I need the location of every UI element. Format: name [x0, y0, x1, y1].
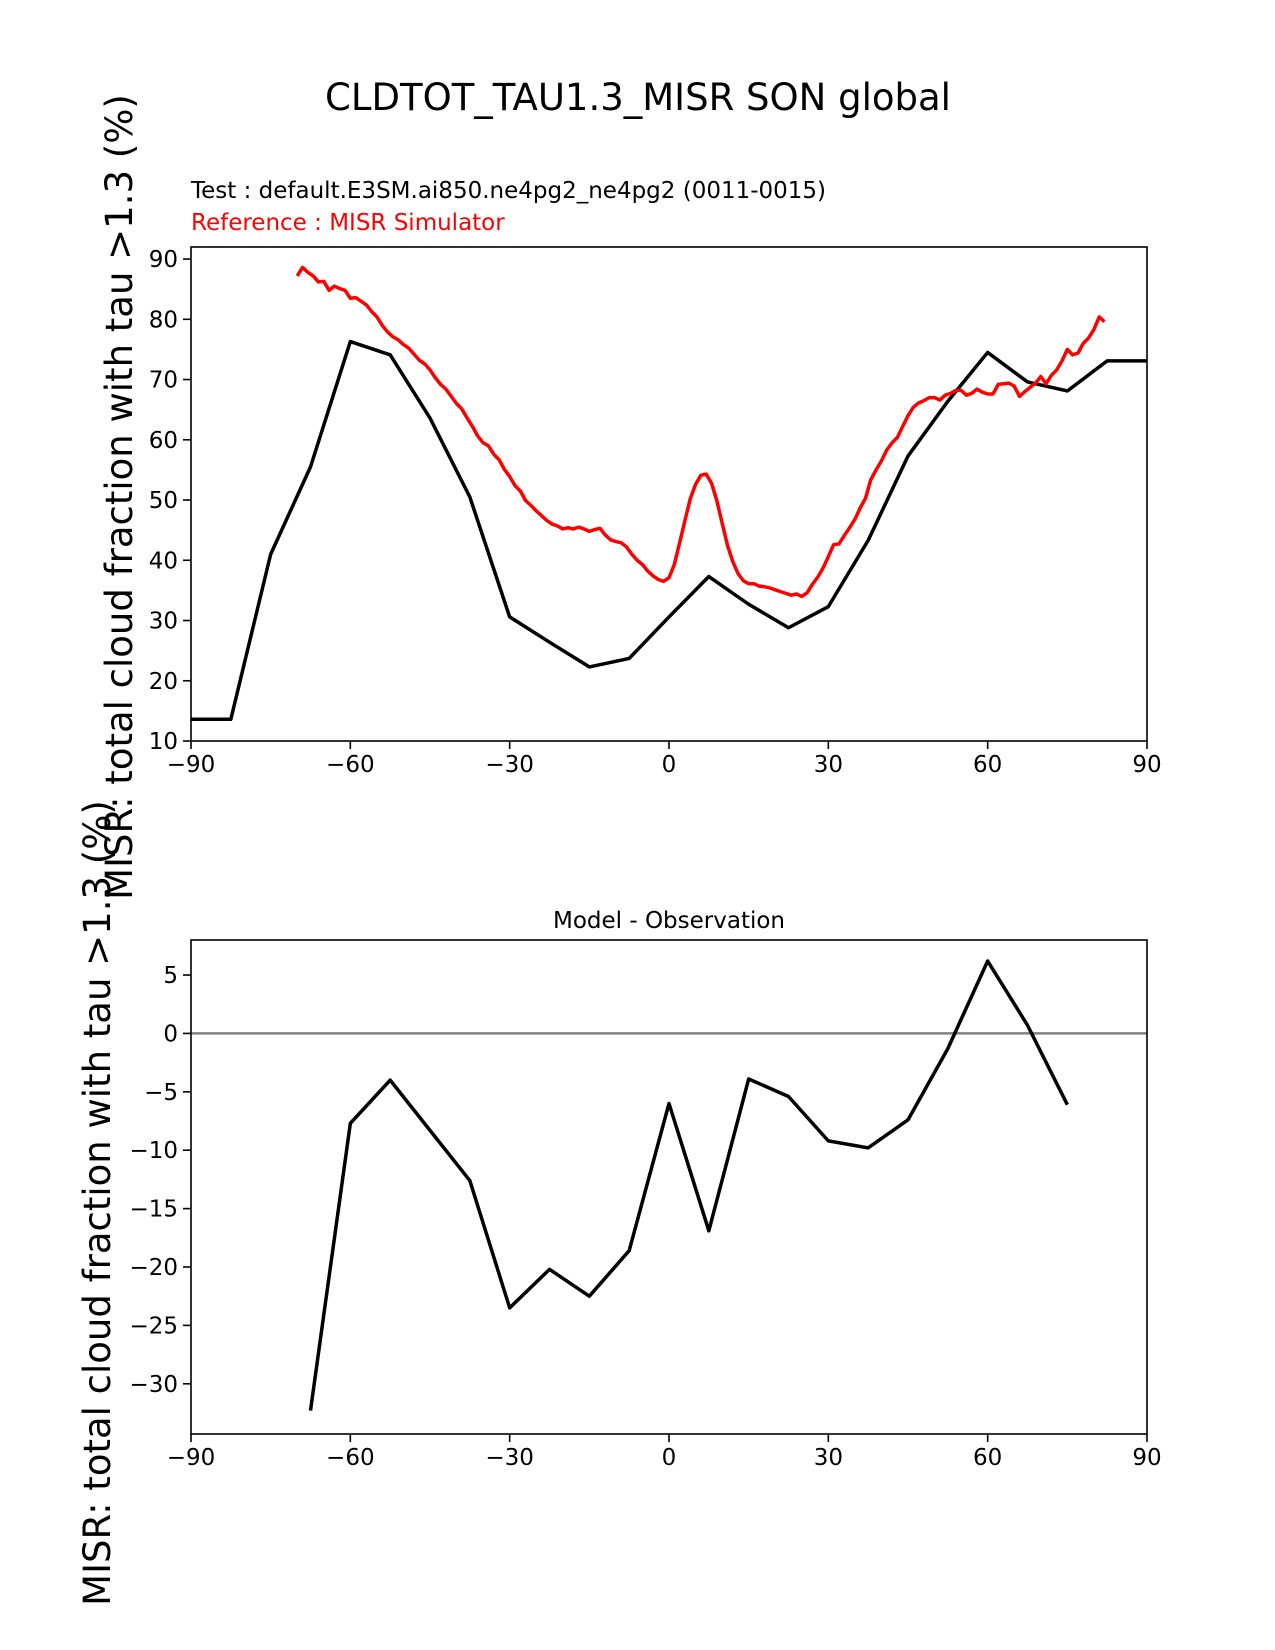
top-ylabel: MISR: total cloud fraction with tau >1.3… — [98, 94, 141, 900]
top-xtick-label: −30 — [485, 752, 534, 778]
top-ytick-label: 60 — [149, 428, 178, 454]
top-ytick-label: 20 — [149, 669, 178, 695]
top-series-test-line — [191, 339, 1147, 722]
bottom-ytick-label: −20 — [129, 1255, 178, 1281]
top-plot: −90 −60 −30 0 30 60 90 10 20 30 40 50 60 70 80 90 — [149, 246, 1162, 778]
test-label: Test : default.E3SM.ai850.ne4pg2_ne4pg2 … — [190, 178, 826, 204]
top-ytick-label: 10 — [149, 729, 178, 755]
bottom-series-difference-line — [308, 959, 1069, 1411]
top-xtick-label: 0 — [662, 752, 677, 778]
top-xtick-label: 60 — [973, 752, 1002, 778]
bottom-xtick-label: 30 — [814, 1445, 843, 1471]
bottom-xtick-label: −30 — [485, 1445, 534, 1471]
top-xtick-label: −90 — [167, 752, 216, 778]
top-series-reference-line — [295, 265, 1106, 599]
bottom-ytick-label: 5 — [163, 963, 178, 989]
top-xtick-label: −60 — [326, 752, 375, 778]
bottom-xtick-label: −60 — [326, 1445, 375, 1471]
bottom-xtick-label: 90 — [1132, 1445, 1161, 1471]
bottom-ytick-label: 0 — [163, 1021, 178, 1047]
top-ytick-label: 80 — [149, 307, 178, 333]
bottom-ytick-label: −5 — [144, 1080, 178, 1106]
bottom-ytick-label: −25 — [129, 1313, 178, 1339]
bottom-title: Model - Observation — [553, 908, 785, 934]
top-ytick-label: 50 — [149, 488, 178, 514]
top-xtick-label: 90 — [1132, 752, 1161, 778]
top-ytick-label: 40 — [149, 548, 178, 574]
bottom-xtick-label: −90 — [167, 1445, 216, 1471]
top-ytick-label: 90 — [149, 247, 178, 273]
figure-title: CLDTOT_TAU1.3_MISR SON global — [325, 76, 951, 119]
bottom-ytick-label: −30 — [129, 1372, 178, 1398]
top-ytick-label: 30 — [149, 609, 178, 635]
top-xtick-label: 30 — [814, 752, 843, 778]
bottom-ytick-label: −10 — [129, 1138, 178, 1164]
top-ytick-label: 70 — [149, 368, 178, 394]
bottom-xtick-label: 60 — [973, 1445, 1002, 1471]
bottom-ytick-label: −15 — [129, 1197, 178, 1223]
bottom-xtick-label: 0 — [662, 1445, 677, 1471]
difference-plot: −90 −60 −30 0 30 60 90 −30 −25 −20 −15 −10 −5 0 5 — [129, 939, 1162, 1471]
bottom-ylabel: MISR: total cloud fraction with tau >1.3… — [76, 800, 119, 1606]
reference-label: Reference : MISR Simulator — [191, 210, 505, 236]
